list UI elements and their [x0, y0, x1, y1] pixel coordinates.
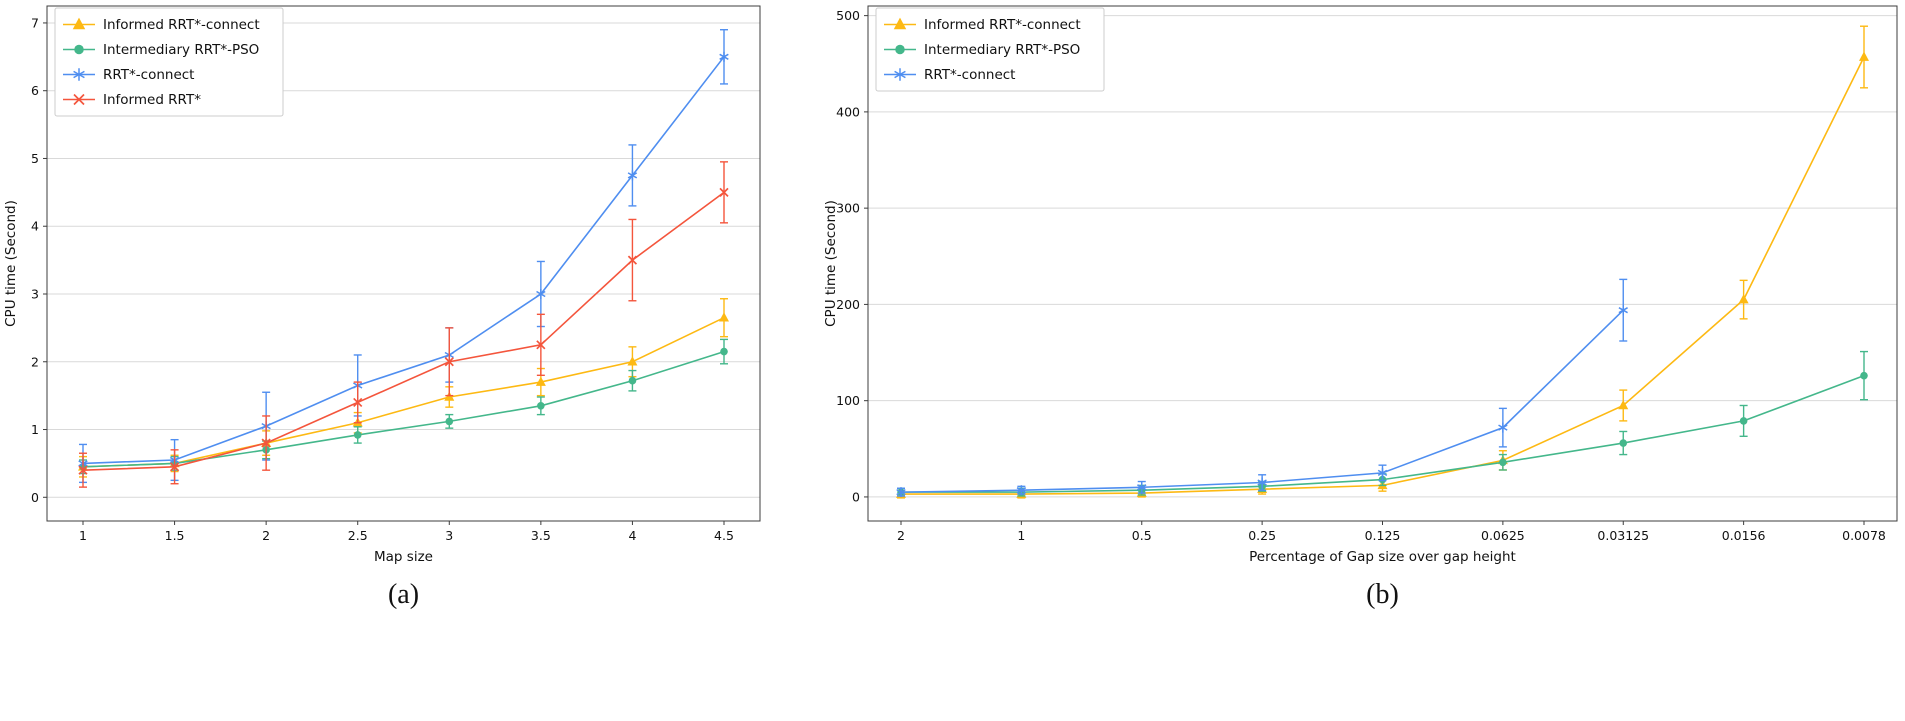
y-axis-title: CPU time (Second): [3, 200, 19, 327]
marker-x-icon: [78, 465, 88, 475]
legend-label: RRT*-connect: [924, 67, 1015, 83]
marker-triangle-icon: [72, 17, 86, 30]
marker-triangle-icon: [1618, 399, 1629, 410]
chart-a-canvas: 0 1 2 3 4 5 6 7 1 1.5 2 2.5 3 3.5 4 4.5 Map size CPU time…: [3, 5, 761, 565]
marker-triangle-icon: [535, 376, 546, 386]
x-axis-title: Percentage of Gap size over gap height: [1249, 549, 1516, 565]
marker-x-icon: [353, 397, 363, 408]
x-tick-label: 0.125: [1365, 528, 1401, 543]
plot-border: [46, 5, 761, 522]
y-tick-label: 0: [852, 489, 860, 504]
x-tick-label: 4.5: [714, 528, 734, 543]
marker-star-icon: [1137, 484, 1147, 491]
marker-circle-icon: [1619, 439, 1628, 447]
y-tick-label: 300: [836, 201, 860, 216]
marker-circle-icon: [628, 376, 637, 385]
marker-x-icon: [73, 93, 85, 106]
marker-star-icon: [896, 488, 906, 496]
marker-x-icon: [261, 438, 271, 448]
x-tick-label: 0.03125: [1597, 528, 1649, 543]
marker-x-icon: [444, 357, 454, 367]
y-tick-label: 4: [31, 219, 39, 234]
marker-star-icon: [1618, 307, 1628, 314]
x-tick-label: 0.5: [1132, 528, 1152, 543]
marker-triangle-icon: [1738, 294, 1749, 304]
legend-label: Intermediary RRT*-PSO: [924, 42, 1080, 58]
chart-b: 0 100 200 300 400 500 2 1 0.5 0.25 0.125 0.0625 0.03…: [820, 0, 1905, 611]
y-tick-label: 5: [31, 151, 39, 166]
y-tick-label: 6: [31, 83, 39, 98]
chart-b-canvas: 0 100 200 300 400 500 2 1 0.5 0.25 0.125 0.0625 0.03…: [823, 5, 1898, 565]
y-tick-label: 7: [31, 15, 39, 30]
x-tick-label: 2.5: [348, 528, 368, 543]
marker-triangle-icon: [627, 356, 638, 366]
marker-triangle-icon: [719, 312, 729, 322]
marker-star-icon: [1257, 479, 1267, 486]
marker-star-icon: [73, 70, 85, 79]
x-tick-label: 0.0625: [1481, 528, 1525, 543]
marker-star-icon: [627, 172, 638, 179]
marker-circle-icon: [445, 417, 454, 426]
caption-a: (a): [387, 579, 420, 610]
x-tick-label: 0.25: [1248, 528, 1276, 543]
legend-label: Informed RRT*: [103, 92, 201, 108]
marker-circle-icon: [1499, 458, 1507, 467]
legend-label: RRT*-connect: [103, 67, 194, 83]
legend-label: Informed RRT*-connect: [103, 17, 260, 33]
y-axis-title: CPU time (Second): [823, 200, 839, 327]
caption-b: (b): [1366, 579, 1399, 610]
marker-x-icon: [719, 187, 729, 197]
x-tick-label: 4: [628, 528, 636, 543]
y-tick-label: 2: [31, 354, 39, 369]
y-tick-label: 0: [31, 490, 39, 505]
x-tick-label: 1: [1017, 528, 1025, 543]
marker-star-icon: [536, 290, 546, 298]
x-tick-label: 1.5: [165, 528, 185, 543]
y-tick-label: 500: [836, 8, 860, 23]
marker-triangle-icon: [1859, 51, 1869, 61]
marker-circle-icon: [720, 347, 728, 356]
legend-label: Intermediary RRT*-PSO: [103, 42, 259, 58]
x-tick-label: 0.0078: [1842, 528, 1886, 543]
x-tick-label: 3: [445, 528, 453, 543]
x-tick-label: 1: [79, 528, 87, 543]
series-line: [82, 56, 725, 465]
marker-circle-icon: [1860, 371, 1868, 380]
x-tick-label: 3.5: [531, 528, 551, 543]
series-line: [82, 191, 725, 471]
y-tick-label: 1: [31, 422, 39, 437]
marker-circle-icon: [895, 44, 905, 55]
marker-circle-icon: [537, 402, 545, 410]
series-line: [82, 316, 725, 468]
marker-star-icon: [1016, 487, 1027, 494]
x-axis-title: Map size: [374, 549, 433, 565]
marker-x-icon: [627, 255, 638, 265]
marker-circle-icon: [353, 431, 362, 439]
marker-star-icon: [719, 53, 729, 60]
marker-circle-icon: [74, 44, 84, 55]
series-line: [82, 350, 725, 468]
y-tick-label: 3: [31, 286, 39, 301]
marker-star-icon: [1377, 469, 1388, 477]
marker-x-icon: [169, 462, 180, 472]
y-tick-label: 200: [836, 297, 860, 312]
y-tick-label: 100: [836, 393, 860, 408]
marker-star-icon: [894, 70, 906, 79]
chart-a: 0 1 2 3 4 5 6 7 1 1.5 2 2.5 3 3.5 4 4.5 Map size CPU time…: [0, 0, 780, 611]
x-tick-label: 2: [897, 528, 905, 543]
legend-box: [54, 7, 284, 117]
y-tick-label: 400: [836, 104, 860, 119]
marker-circle-icon: [1739, 417, 1748, 425]
legend-label: Informed RRT*-connect: [924, 17, 1081, 33]
marker-x-icon: [536, 340, 546, 350]
legend-box: [875, 7, 1105, 92]
x-tick-label: 0.0156: [1722, 528, 1766, 543]
marker-triangle-icon: [893, 17, 907, 30]
marker-star-icon: [1498, 424, 1508, 431]
series-line: [901, 56, 1865, 495]
x-tick-label: 2: [262, 528, 270, 543]
